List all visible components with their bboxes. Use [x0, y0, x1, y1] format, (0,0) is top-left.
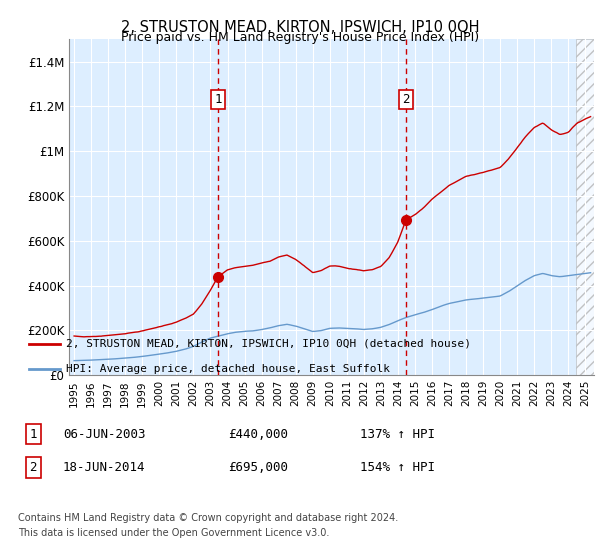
Text: 154% ↑ HPI: 154% ↑ HPI [360, 461, 435, 474]
Text: 18-JUN-2014: 18-JUN-2014 [63, 461, 146, 474]
Text: Price paid vs. HM Land Registry's House Price Index (HPI): Price paid vs. HM Land Registry's House … [121, 31, 479, 44]
Bar [575, 39, 594, 375]
Text: Contains HM Land Registry data © Crown copyright and database right 2024.: Contains HM Land Registry data © Crown c… [18, 513, 398, 523]
Text: 2, STRUSTON MEAD, KIRTON, IPSWICH, IP10 0QH (detached house): 2, STRUSTON MEAD, KIRTON, IPSWICH, IP10 … [66, 339, 471, 349]
Text: HPI: Average price, detached house, East Suffolk: HPI: Average price, detached house, East… [66, 363, 390, 374]
Text: 1: 1 [214, 93, 222, 106]
Text: 1: 1 [29, 427, 37, 441]
Text: This data is licensed under the Open Government Licence v3.0.: This data is licensed under the Open Gov… [18, 528, 329, 538]
Text: 137% ↑ HPI: 137% ↑ HPI [360, 427, 435, 441]
Text: £695,000: £695,000 [228, 461, 288, 474]
Text: 2, STRUSTON MEAD, KIRTON, IPSWICH, IP10 0QH: 2, STRUSTON MEAD, KIRTON, IPSWICH, IP10 … [121, 20, 479, 35]
Text: 06-JUN-2003: 06-JUN-2003 [63, 427, 146, 441]
Text: 2: 2 [29, 461, 37, 474]
Text: £440,000: £440,000 [228, 427, 288, 441]
Text: 2: 2 [402, 93, 410, 106]
